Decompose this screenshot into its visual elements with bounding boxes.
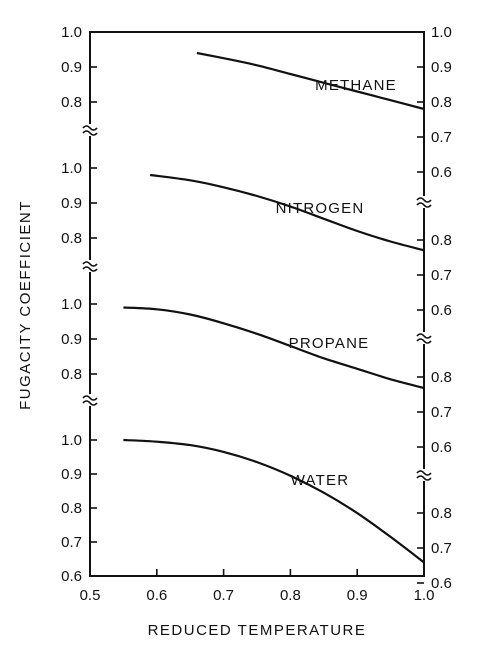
axis-break-mask [84,124,96,136]
right-tick-label: 0.6 [431,302,452,319]
left-tick-label: 1.0 [61,160,82,177]
right-axis: 1.0 0.9 0.8 0.7 0.6 0.8 0.7 0.6 0.8 0.7 0.6 0.8 0.7 0… [417,24,452,592]
axis-break-stroke [416,202,432,208]
series-line-water [123,438,425,564]
right-axis-break [416,332,432,344]
axis-break-stroke [82,130,98,136]
right-tick-label: 0.7 [431,267,452,284]
series-line-nitrogen [149,173,425,252]
x-tick-label: 0.9 [347,587,368,604]
panel-propane: 1.0 0.9 0.8 PROPANE [61,296,425,390]
series-label: METHANE [315,77,397,94]
x-tick-label: 0.6 [146,587,167,604]
y-axis-title: FUGACITY COEFFICIENT [17,200,34,410]
x-axis-ticks: 0.5 0.6 0.7 0.8 0.9 1.0 [80,569,435,604]
left-tick-label: 0.8 [61,94,82,111]
axis-break-stroke [416,333,432,339]
series-line-propane [123,306,425,390]
left-tick-label: 1.0 [61,432,82,449]
left-tick-label: 0.8 [61,500,82,517]
axis-break-stroke [82,266,98,272]
axis-break-mask [84,394,96,406]
axis-break-stroke [82,400,98,406]
right-tick-label: 0.8 [431,369,452,386]
right-tick-label: 0.7 [431,129,452,146]
series-label: NITROGEN [276,200,365,217]
axis-break-stroke [82,261,98,267]
right-tick-label: 0.8 [431,94,452,111]
left-tick-label: 0.7 [61,534,82,551]
x-tick-label: 1.0 [414,587,435,604]
x-tick-label: 0.7 [213,587,234,604]
series-line-methane [196,51,425,111]
axis-break-mask [418,469,430,481]
left-tick-label: 0.8 [61,366,82,383]
left-axis-break [82,124,98,136]
left-tick-label: 0.6 [61,568,82,585]
right-tick-label: 0.6 [431,439,452,456]
right-tick-label: 0.8 [431,505,452,522]
x-axis-title: REDUCED TEMPERATURE [148,622,367,639]
left-axis-break [82,394,98,406]
axis-break-stroke [416,338,432,344]
left-axis-break [82,260,98,272]
axis-break-stroke [82,125,98,131]
left-tick-label: 1.0 [61,24,82,41]
right-tick-label: 0.6 [431,164,452,181]
series-label: PROPANE [289,335,370,352]
right-axis-break [416,469,432,481]
axis-break-mask [418,332,430,344]
right-tick-label: 1.0 [431,24,452,41]
right-tick-label: 0.7 [431,540,452,557]
right-tick-label: 0.9 [431,59,452,76]
series-label: WATER [291,472,350,489]
panel-methane: 1.0 0.9 0.8 METHANE [61,24,425,111]
right-tick-label: 0.6 [431,575,452,592]
left-tick-label: 0.9 [61,59,82,76]
axis-break-stroke [416,475,432,481]
left-tick-label: 0.9 [61,331,82,348]
left-tick-label: 0.9 [61,195,82,212]
panel-water: 1.0 0.9 0.8 0.7 0.6 WATER [61,432,425,585]
axis-break-mask [84,260,96,272]
left-tick-label: 0.8 [61,230,82,247]
x-tick-label: 0.8 [280,587,301,604]
panel-nitrogen: 1.0 0.9 0.8 NITROGEN [61,160,425,252]
axis-break-stroke [416,197,432,203]
right-tick-label: 0.8 [431,232,452,249]
x-tick-label: 0.5 [80,587,101,604]
plot-frame [89,31,425,577]
chart-panels: 1.0 0.9 0.8 METHANE 1.0 0.9 0.8 NITROGEN 1.0 0.9 0… [61,24,452,592]
right-tick-label: 0.7 [431,404,452,421]
axis-break-stroke [416,470,432,476]
left-tick-label: 1.0 [61,296,82,313]
axis-break-stroke [82,395,98,401]
left-tick-label: 0.9 [61,466,82,483]
right-axis-break [416,196,432,208]
axis-break-mask [418,196,430,208]
